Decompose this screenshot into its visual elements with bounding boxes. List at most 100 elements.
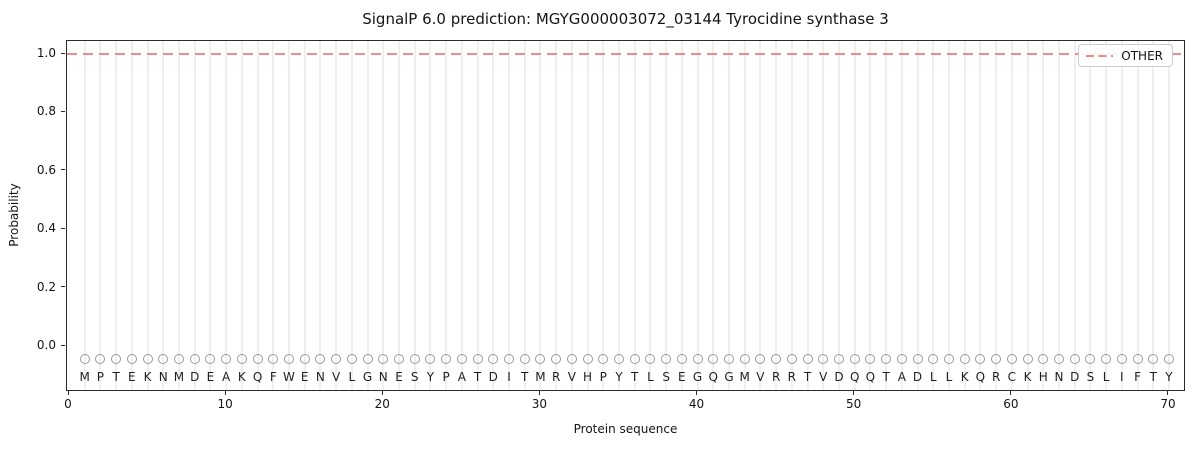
grid-line xyxy=(885,41,888,390)
residue-marker xyxy=(629,354,640,365)
grid-line xyxy=(130,41,133,390)
grid-line xyxy=(727,41,730,390)
residue-marker xyxy=(252,354,263,365)
residue-letter: R xyxy=(787,369,797,384)
grid-line xyxy=(413,41,416,390)
grid-line xyxy=(303,41,306,390)
residue-letter: V xyxy=(756,369,765,384)
residue-letter: E xyxy=(678,369,686,384)
residue-marker xyxy=(236,354,247,365)
residue-letter: E xyxy=(206,369,215,384)
residue-marker xyxy=(1148,354,1159,365)
y-tick-label: 0.8 xyxy=(36,104,56,119)
grid-line xyxy=(649,41,652,390)
residue-marker xyxy=(315,354,326,365)
grid-line xyxy=(743,41,746,390)
residue-marker xyxy=(645,354,656,365)
residue-marker xyxy=(111,354,122,365)
grid-line xyxy=(759,41,762,390)
residue-letter: Y xyxy=(1165,369,1173,384)
grid-line xyxy=(1089,41,1092,390)
grid-line xyxy=(602,41,605,390)
residue-letter: G xyxy=(362,369,373,384)
residue-letter: N xyxy=(378,369,388,384)
grid-line xyxy=(932,41,935,390)
residue-marker xyxy=(142,354,153,365)
residue-marker xyxy=(755,354,766,365)
residue-letter: T xyxy=(521,369,529,384)
grid-line xyxy=(995,41,998,390)
residue-marker xyxy=(283,354,294,365)
residue-marker xyxy=(661,354,672,365)
residue-letter: T xyxy=(473,369,482,384)
residue-letter: R xyxy=(991,369,1001,384)
residue-marker xyxy=(331,354,342,365)
residue-marker xyxy=(943,354,954,365)
residue-letter: E xyxy=(128,369,136,384)
residue-marker xyxy=(79,354,90,365)
residue-letter: I xyxy=(1120,369,1124,384)
grid-line xyxy=(1057,41,1060,390)
grid-line xyxy=(445,41,448,390)
grid-line xyxy=(1120,41,1123,390)
grid-line xyxy=(712,41,715,390)
residue-marker xyxy=(1132,354,1143,365)
residue-marker xyxy=(833,354,844,365)
grid-line xyxy=(775,41,778,390)
residue-marker xyxy=(456,354,467,365)
residue-letter: W xyxy=(283,369,295,384)
grid-line xyxy=(177,41,180,390)
x-tick-label: 50 xyxy=(846,397,862,411)
residue-marker xyxy=(535,354,546,365)
residue-letter: K xyxy=(143,369,152,384)
residue-marker xyxy=(425,354,436,365)
grid-line xyxy=(947,41,950,390)
grid-line xyxy=(476,41,479,390)
grid-line xyxy=(460,41,463,390)
grid-line xyxy=(1167,41,1170,390)
grid-line xyxy=(256,41,259,390)
y-tick-label: 1.0 xyxy=(36,46,56,60)
residue-letter: A xyxy=(222,369,231,384)
residue-letter: D xyxy=(488,369,498,384)
residue-letter: Q xyxy=(865,369,876,384)
residue-letter: L xyxy=(945,369,953,384)
x-tick-label: 20 xyxy=(374,397,390,411)
residue-marker xyxy=(158,354,169,365)
grid-line xyxy=(1042,41,1045,390)
grid-line xyxy=(382,41,385,390)
grid-line xyxy=(1136,41,1139,390)
chart-title: SignalP 6.0 prediction: MGYG000003072_03… xyxy=(362,10,889,28)
residue-letter: R xyxy=(771,369,781,384)
residue-letter: T xyxy=(803,369,812,384)
residue-marker xyxy=(1022,354,1033,365)
residue-letter: P xyxy=(442,369,450,384)
grid-line xyxy=(900,41,903,390)
residue-letter: Q xyxy=(252,369,263,384)
grid-line xyxy=(193,41,196,390)
x-tick-mark xyxy=(1010,391,1012,395)
x-tick-mark xyxy=(538,391,540,395)
x-tick-mark xyxy=(1167,391,1169,395)
x-tick-mark xyxy=(381,391,383,395)
residue-letter: T xyxy=(112,369,120,384)
residue-marker xyxy=(928,354,939,365)
grid-line xyxy=(869,41,872,390)
x-tick-label: 40 xyxy=(688,397,705,411)
grid-line xyxy=(963,41,966,390)
grid-line xyxy=(209,41,212,390)
residue-marker xyxy=(1038,354,1049,365)
grid-line xyxy=(837,41,840,390)
residue-marker xyxy=(991,354,1002,365)
x-tick-label: 30 xyxy=(531,397,548,411)
residue-letter: T xyxy=(631,369,639,384)
residue-marker xyxy=(1163,354,1174,365)
residue-marker xyxy=(95,354,106,365)
residue-letter: N xyxy=(315,369,325,384)
residue-letter: T xyxy=(882,369,890,384)
residue-letter: D xyxy=(190,369,200,384)
residue-marker xyxy=(692,354,703,365)
y-tick-mark xyxy=(61,227,65,229)
grid-line xyxy=(680,41,683,390)
